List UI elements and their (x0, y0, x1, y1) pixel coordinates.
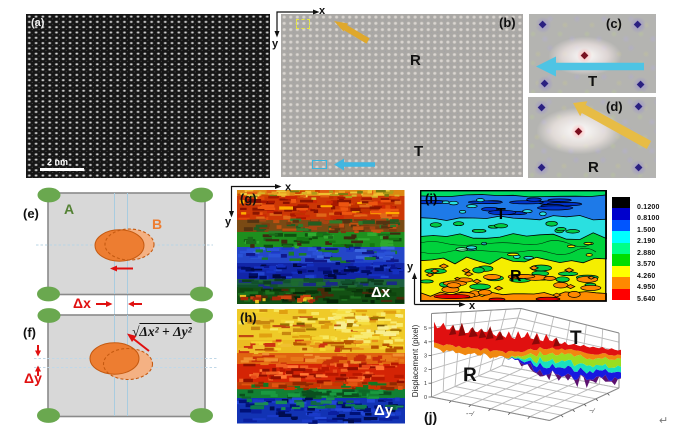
svg-text:2: 2 (424, 367, 427, 373)
svg-text:1: 1 (424, 381, 427, 387)
svg-text:0: 0 (424, 395, 427, 401)
svg-text:y: y (407, 261, 414, 273)
svg-text:-−∕: -−∕ (466, 411, 475, 418)
svg-text:Displacement (pixel): Displacement (pixel) (411, 324, 420, 397)
svg-text:−∕: −∕ (589, 408, 596, 415)
svg-text:T: T (570, 328, 582, 349)
svg-text:T: T (496, 206, 506, 223)
svg-text:5: 5 (424, 326, 427, 332)
svg-text:(j): (j) (424, 409, 437, 425)
svg-text:y: y (225, 216, 232, 228)
svg-text:R: R (510, 268, 522, 285)
svg-text:4: 4 (424, 340, 427, 346)
svg-text:x: x (319, 5, 326, 17)
svg-text:R: R (463, 365, 477, 386)
svg-text:(i): (i) (425, 191, 437, 206)
svg-text:x: x (469, 300, 476, 312)
svg-text:3: 3 (424, 354, 427, 360)
svg-text:x: x (285, 182, 292, 194)
svg-text:y: y (272, 38, 279, 50)
